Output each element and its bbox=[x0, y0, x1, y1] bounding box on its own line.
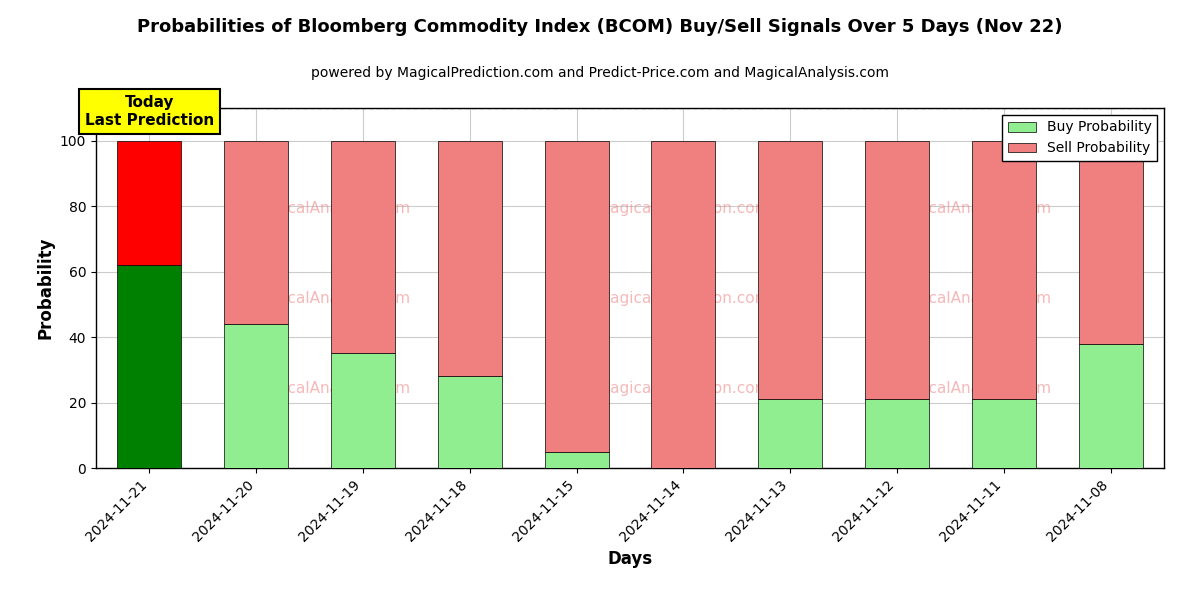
Text: Today
Last Prediction: Today Last Prediction bbox=[85, 95, 214, 128]
Bar bbox=[758, 399, 822, 468]
Bar bbox=[865, 141, 929, 399]
Text: MagicalPrediction.com: MagicalPrediction.com bbox=[598, 382, 769, 396]
Legend: Buy Probability, Sell Probability: Buy Probability, Sell Probability bbox=[1002, 115, 1157, 161]
Bar bbox=[331, 141, 395, 353]
Bar bbox=[545, 452, 608, 468]
Bar bbox=[118, 141, 181, 265]
X-axis label: Days: Days bbox=[607, 550, 653, 568]
Bar bbox=[438, 376, 502, 468]
Text: powered by MagicalPrediction.com and Predict-Price.com and MagicalAnalysis.com: powered by MagicalPrediction.com and Pre… bbox=[311, 66, 889, 80]
Bar bbox=[1079, 344, 1142, 468]
Bar bbox=[118, 265, 181, 468]
Text: MagicalAnalysis.com: MagicalAnalysis.com bbox=[892, 202, 1051, 217]
Text: MagicalAnalysis.com: MagicalAnalysis.com bbox=[251, 292, 410, 307]
Text: MagicalAnalysis.com: MagicalAnalysis.com bbox=[251, 202, 410, 217]
Text: MagicalAnalysis.com: MagicalAnalysis.com bbox=[892, 382, 1051, 396]
Text: MagicalPrediction.com: MagicalPrediction.com bbox=[598, 292, 769, 307]
Text: MagicalPrediction.com: MagicalPrediction.com bbox=[598, 202, 769, 217]
Bar bbox=[972, 141, 1036, 399]
Bar bbox=[972, 399, 1036, 468]
Bar bbox=[652, 141, 715, 468]
Text: MagicalAnalysis.com: MagicalAnalysis.com bbox=[251, 382, 410, 396]
Y-axis label: Probability: Probability bbox=[36, 237, 54, 339]
Bar bbox=[224, 141, 288, 324]
Bar bbox=[865, 399, 929, 468]
Text: MagicalAnalysis.com: MagicalAnalysis.com bbox=[892, 292, 1051, 307]
Bar bbox=[224, 324, 288, 468]
Bar bbox=[438, 141, 502, 376]
Bar bbox=[545, 141, 608, 452]
Bar bbox=[1079, 141, 1142, 344]
Bar bbox=[758, 141, 822, 399]
Text: Probabilities of Bloomberg Commodity Index (BCOM) Buy/Sell Signals Over 5 Days (: Probabilities of Bloomberg Commodity Ind… bbox=[137, 18, 1063, 36]
Bar bbox=[331, 353, 395, 468]
